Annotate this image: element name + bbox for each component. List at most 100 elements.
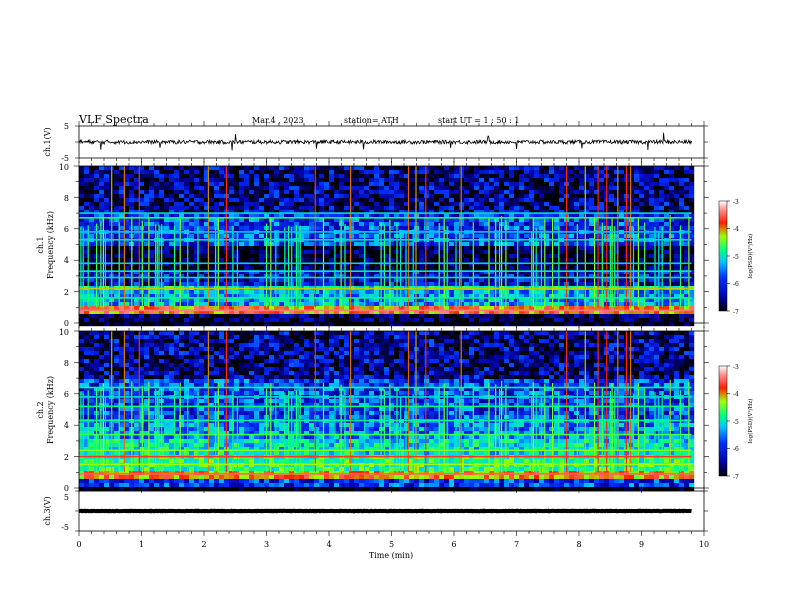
spectrogram-cell — [524, 254, 530, 259]
spectrogram-cell — [319, 270, 325, 275]
spectrogram-cell — [144, 210, 150, 215]
spectrogram-cell — [119, 298, 125, 303]
spectrogram-cell — [574, 318, 580, 323]
spectrogram-cell — [219, 246, 225, 251]
spectrogram-cell — [684, 210, 690, 215]
spectrogram-cell — [189, 314, 195, 319]
spectrogram-cell — [269, 178, 275, 183]
spectrogram-cell — [469, 270, 475, 275]
spectrogram-cell — [349, 190, 355, 195]
spectrogram-cell — [234, 294, 240, 299]
spectrogram-cell — [314, 250, 320, 255]
spectrogram-cell — [639, 198, 645, 203]
spectrogram-cell — [494, 278, 500, 283]
spectrogram-cell — [169, 242, 175, 247]
spectrogram-cell — [334, 186, 340, 191]
spectrogram-cell — [164, 222, 170, 227]
spectrogram-cell — [99, 214, 105, 219]
spectrogram-cell — [274, 318, 280, 323]
spectrogram-cell — [619, 226, 625, 231]
spectrogram-cell — [159, 206, 165, 211]
spectrogram-cell — [234, 222, 240, 227]
spectrogram-cell — [539, 222, 545, 227]
spectrogram-cell — [629, 242, 635, 247]
spectrogram-cell — [394, 314, 400, 319]
spectrogram-cell — [119, 198, 125, 203]
spectrogram-cell — [514, 174, 520, 179]
spectrogram-cell — [649, 210, 655, 215]
spectrogram-cell — [169, 206, 175, 211]
spectrogram-cell — [329, 202, 335, 207]
spectrogram-cell — [334, 310, 340, 315]
spectrogram-cell — [99, 182, 105, 187]
spectrogram-cell — [249, 226, 255, 231]
spectrogram-cell — [574, 218, 580, 223]
spectrogram-cell — [614, 210, 620, 215]
spectrogram-cell — [669, 170, 675, 175]
spectrogram-cell — [309, 318, 315, 323]
spectrogram-cell — [229, 166, 235, 171]
spectrogram-cell — [599, 294, 605, 299]
spectrogram-cell — [634, 294, 640, 299]
spectrogram-cell — [449, 242, 455, 247]
spectrogram-cell — [349, 306, 355, 311]
spectrogram-cell — [509, 186, 515, 191]
spectrogram-cell — [619, 174, 625, 179]
spectrogram-cell — [504, 194, 510, 199]
spectrogram-cell — [634, 282, 640, 287]
spectrogram-cell — [664, 174, 670, 179]
spectrogram-cell — [679, 254, 685, 259]
spectrogram-cell — [669, 234, 675, 239]
spectrogram-cell — [679, 278, 685, 283]
spectrogram-cell — [119, 278, 125, 283]
spectrogram-cell — [164, 186, 170, 191]
spectrogram-cell — [624, 318, 630, 323]
spectrogram-cell — [544, 214, 550, 219]
spectrogram-cell — [654, 242, 660, 247]
spectrogram-cell — [169, 226, 175, 231]
spectrogram-cell — [524, 222, 530, 227]
spectrogram-cell — [149, 170, 155, 175]
spectrogram-cell — [184, 210, 190, 215]
spectrogram-cell — [509, 218, 515, 223]
spectrogram-cell — [444, 206, 450, 211]
spectrogram-cell — [569, 170, 575, 175]
spectrogram-cell — [674, 294, 680, 299]
spectrogram-cell — [254, 218, 260, 223]
spectrogram-cell — [204, 210, 210, 215]
spectrogram-cell — [214, 246, 220, 251]
spectrogram-cell — [254, 206, 260, 211]
spectrogram-cell — [679, 210, 685, 215]
spectrogram-cell — [509, 166, 515, 171]
spectrogram-cell — [374, 270, 380, 275]
spectrogram-cell — [364, 198, 370, 203]
spectrogram-cell — [504, 214, 510, 219]
spectrogram-cell — [249, 246, 255, 251]
spectrogram-cell — [249, 282, 255, 287]
spectrogram-cell — [229, 194, 235, 199]
spectrogram-cell — [414, 310, 420, 315]
spectrogram-cell — [174, 174, 180, 179]
spectrogram-cell — [164, 178, 170, 183]
spectrogram-cell — [619, 234, 625, 239]
spectrogram-cell — [329, 258, 335, 263]
spectrogram-cell — [549, 242, 555, 247]
spectrogram-cell — [539, 170, 545, 175]
spectrogram-cell — [179, 178, 185, 183]
spectrogram-cell — [184, 234, 190, 239]
spectrogram-cell — [534, 170, 540, 175]
spectrogram-cell — [164, 314, 170, 319]
spectrogram-cell — [519, 306, 525, 311]
spectrogram-cell — [389, 314, 395, 319]
spectrogram-cell — [584, 250, 590, 255]
spectrogram-cell — [309, 302, 315, 307]
spectrogram-cell — [279, 270, 285, 275]
spectrogram-cell — [499, 178, 505, 183]
spectrogram-cell — [524, 274, 530, 279]
spectrogram-cell — [229, 278, 235, 283]
spectrogram-cell — [409, 310, 415, 315]
spectrogram-cell — [439, 254, 445, 259]
spectrogram-cell — [559, 198, 565, 203]
spectrogram-cell — [544, 274, 550, 279]
spectrogram-cell — [229, 282, 235, 287]
